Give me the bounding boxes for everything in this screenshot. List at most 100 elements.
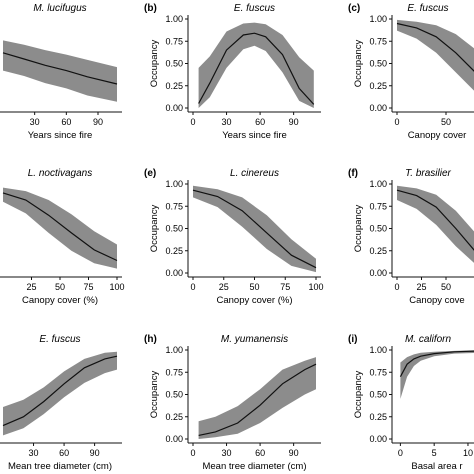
confidence-band bbox=[3, 351, 117, 436]
y-tick-label: 1.00 bbox=[165, 14, 183, 24]
y-tick-label: 0.00 bbox=[165, 103, 183, 113]
panel-title: L. noctivagans bbox=[28, 168, 93, 179]
x-axis-label: Canopy cove bbox=[409, 295, 464, 306]
y-tick-label: 0.25 bbox=[369, 246, 387, 256]
y-axis-label: Occupancy bbox=[149, 370, 160, 418]
confidence-band bbox=[3, 40, 117, 102]
x-tick-label: 100 bbox=[308, 282, 323, 292]
x-tick-label: 75 bbox=[280, 282, 290, 292]
x-tick-label: 25 bbox=[26, 282, 36, 292]
y-tick-label: 0.25 bbox=[165, 412, 183, 422]
y-axis-label: Occupancy bbox=[353, 370, 364, 418]
y-tick-label: 0.50 bbox=[165, 59, 183, 69]
confidence-band bbox=[193, 185, 316, 273]
x-tick-label: 30 bbox=[222, 117, 232, 127]
x-tick-label: 0 bbox=[394, 282, 399, 292]
x-tick-label: 60 bbox=[59, 448, 69, 458]
x-tick-label: 50 bbox=[441, 282, 451, 292]
fitted-line bbox=[2, 355, 118, 427]
y-axis-label: Occupancy bbox=[149, 39, 160, 87]
panel-letter: (f) bbox=[348, 168, 358, 179]
x-tick-label: 50 bbox=[55, 282, 65, 292]
fitted-line bbox=[396, 22, 474, 72]
confidence-band bbox=[3, 187, 117, 269]
panel-letter: (h) bbox=[144, 334, 157, 345]
y-tick-label: 0.25 bbox=[369, 81, 387, 91]
confidence-band bbox=[400, 350, 474, 399]
x-axis-label: Basal area r bbox=[411, 461, 462, 472]
y-tick-label: 0.00 bbox=[369, 103, 387, 113]
y-tick-label: 0.50 bbox=[369, 390, 387, 400]
panel-title: M. lucifugus bbox=[33, 3, 86, 14]
x-tick-label: 30 bbox=[30, 117, 40, 127]
y-tick-label: 0.50 bbox=[165, 390, 183, 400]
fitted-line bbox=[396, 189, 474, 251]
y-tick-label: 0.25 bbox=[165, 246, 183, 256]
x-tick-label: 0 bbox=[190, 117, 195, 127]
y-tick-label: 1.00 bbox=[165, 345, 183, 355]
y-tick-label: 1.00 bbox=[165, 179, 183, 189]
fitted-line bbox=[198, 363, 317, 436]
y-tick-label: 0.75 bbox=[369, 367, 387, 377]
x-axis-label: Mean tree diameter (cm) bbox=[8, 461, 112, 472]
x-axis-label: Canopy cover (%) bbox=[22, 295, 98, 306]
y-tick-label: 1.00 bbox=[369, 179, 387, 189]
y-tick-label: 0.00 bbox=[369, 434, 387, 444]
y-tick-label: 0.50 bbox=[165, 224, 183, 234]
x-tick-label: 60 bbox=[255, 448, 265, 458]
x-tick-label: 50 bbox=[249, 282, 259, 292]
x-tick-label: 0 bbox=[398, 448, 403, 458]
fitted-line bbox=[2, 192, 118, 262]
x-tick-label: 0 bbox=[394, 117, 399, 127]
y-tick-label: 0.00 bbox=[165, 434, 183, 444]
x-axis-label: Years since fire bbox=[222, 130, 287, 141]
x-tick-label: 25 bbox=[219, 282, 229, 292]
x-tick-label: 90 bbox=[90, 448, 100, 458]
x-axis-label: Canopy cover (%) bbox=[216, 295, 292, 306]
y-tick-label: 0.25 bbox=[369, 412, 387, 422]
y-tick-label: 0.75 bbox=[165, 36, 183, 46]
x-tick-label: 30 bbox=[222, 448, 232, 458]
panel-title: T. brasilier bbox=[405, 168, 451, 179]
y-tick-label: 0.75 bbox=[165, 201, 183, 211]
confidence-band bbox=[397, 19, 474, 91]
confidence-band bbox=[397, 185, 474, 263]
x-tick-label: 0 bbox=[190, 282, 195, 292]
x-axis-label: Years since fire bbox=[28, 130, 93, 141]
panel-title: E. fuscus bbox=[39, 334, 80, 345]
x-tick-label: 100 bbox=[109, 282, 124, 292]
panel-letter: (e) bbox=[144, 168, 156, 179]
panel-letter: (c) bbox=[348, 3, 360, 14]
y-tick-label: 0.75 bbox=[165, 367, 183, 377]
y-axis-label: Occupancy bbox=[353, 39, 364, 87]
y-axis-label: Occupancy bbox=[149, 204, 160, 252]
x-tick-label: 60 bbox=[255, 117, 265, 127]
x-tick-label: 50 bbox=[441, 117, 451, 127]
x-tick-label: 75 bbox=[83, 282, 93, 292]
y-tick-label: 1.00 bbox=[369, 14, 387, 24]
x-tick-label: 90 bbox=[93, 117, 103, 127]
panel-letter: (b) bbox=[144, 3, 157, 14]
panel-title: L. cinereus bbox=[230, 168, 279, 179]
y-tick-label: 0.50 bbox=[369, 59, 387, 69]
x-axis-label: Canopy cover bbox=[408, 130, 467, 141]
fitted-line bbox=[192, 189, 317, 269]
y-tick-label: 0.75 bbox=[369, 201, 387, 211]
x-tick-label: 5 bbox=[432, 448, 437, 458]
panel-title: M. californ bbox=[405, 334, 452, 345]
y-tick-label: 0.25 bbox=[165, 81, 183, 91]
panel-letter: (i) bbox=[348, 334, 357, 345]
panel-title: M. yumanensis bbox=[221, 334, 288, 345]
y-axis-label: Occupancy bbox=[353, 204, 364, 252]
x-tick-label: 90 bbox=[289, 117, 299, 127]
x-tick-label: 90 bbox=[289, 448, 299, 458]
confidence-band bbox=[198, 357, 316, 439]
x-tick-label: 10 bbox=[463, 448, 473, 458]
confidence-band bbox=[198, 22, 314, 109]
fitted-line bbox=[399, 350, 474, 377]
x-tick-label: 60 bbox=[61, 117, 71, 127]
y-tick-label: 0.00 bbox=[165, 268, 183, 278]
fitted-line bbox=[198, 32, 315, 105]
fitted-line bbox=[2, 52, 118, 85]
